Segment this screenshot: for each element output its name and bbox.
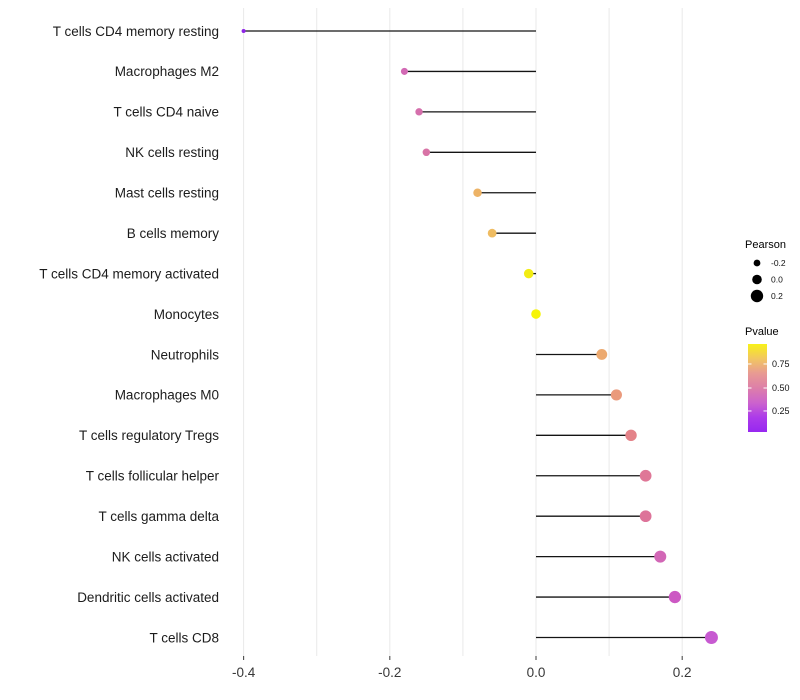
data-point xyxy=(654,550,667,563)
data-point xyxy=(531,309,541,319)
size-legend-label: 0.2 xyxy=(771,291,783,301)
size-legend-dot xyxy=(752,274,762,285)
category-label: Macrophages M0 xyxy=(115,388,219,403)
data-point xyxy=(415,108,423,116)
category-label: NK cells activated xyxy=(112,549,219,564)
category-label: Mast cells resting xyxy=(115,186,219,201)
category-label: B cells memory xyxy=(127,226,220,241)
size-legend-label: -0.2 xyxy=(771,258,786,268)
category-label: T cells follicular helper xyxy=(86,469,220,484)
category-label: Dendritic cells activated xyxy=(77,590,219,605)
category-label: T cells CD4 memory resting xyxy=(53,24,219,39)
x-axis-tick-label: -0.4 xyxy=(232,665,256,680)
x-axis-tick-label: 0.0 xyxy=(527,665,546,680)
color-legend-label: 0.75 xyxy=(772,359,790,369)
category-label: Monocytes xyxy=(154,307,220,322)
data-point xyxy=(473,188,482,197)
data-point xyxy=(487,228,497,238)
category-label: T cells regulatory Tregs xyxy=(79,428,219,443)
category-label: NK cells resting xyxy=(125,145,219,160)
size-legend-title: Pearson xyxy=(745,239,786,251)
color-legend-title: Pvalue xyxy=(745,326,779,338)
data-point xyxy=(668,590,682,604)
category-label: T cells gamma delta xyxy=(98,509,219,524)
color-legend-label: 0.50 xyxy=(772,383,790,393)
x-axis-tick-label: -0.2 xyxy=(378,665,401,680)
x-axis-tick-label: 0.2 xyxy=(673,665,692,680)
size-legend-dot xyxy=(750,289,764,303)
data-point xyxy=(639,469,652,482)
color-legend-label: 0.25 xyxy=(772,406,790,416)
data-point xyxy=(400,67,408,75)
color-legend-bar xyxy=(748,344,767,432)
data-point xyxy=(422,148,431,157)
category-label: T cells CD8 xyxy=(149,630,219,645)
data-point xyxy=(241,29,246,33)
category-label: T cells CD4 memory activated xyxy=(39,266,219,281)
data-point xyxy=(704,631,718,644)
category-label: Macrophages M2 xyxy=(115,64,219,79)
size-legend-dot xyxy=(753,259,761,267)
data-point xyxy=(625,429,637,442)
category-label: T cells CD4 naive xyxy=(113,105,219,120)
data-point xyxy=(610,389,622,401)
size-legend-label: 0.0 xyxy=(771,275,783,285)
data-point xyxy=(639,510,652,523)
data-point xyxy=(596,349,608,360)
category-label: Neutrophils xyxy=(151,347,220,362)
data-point xyxy=(523,268,534,279)
